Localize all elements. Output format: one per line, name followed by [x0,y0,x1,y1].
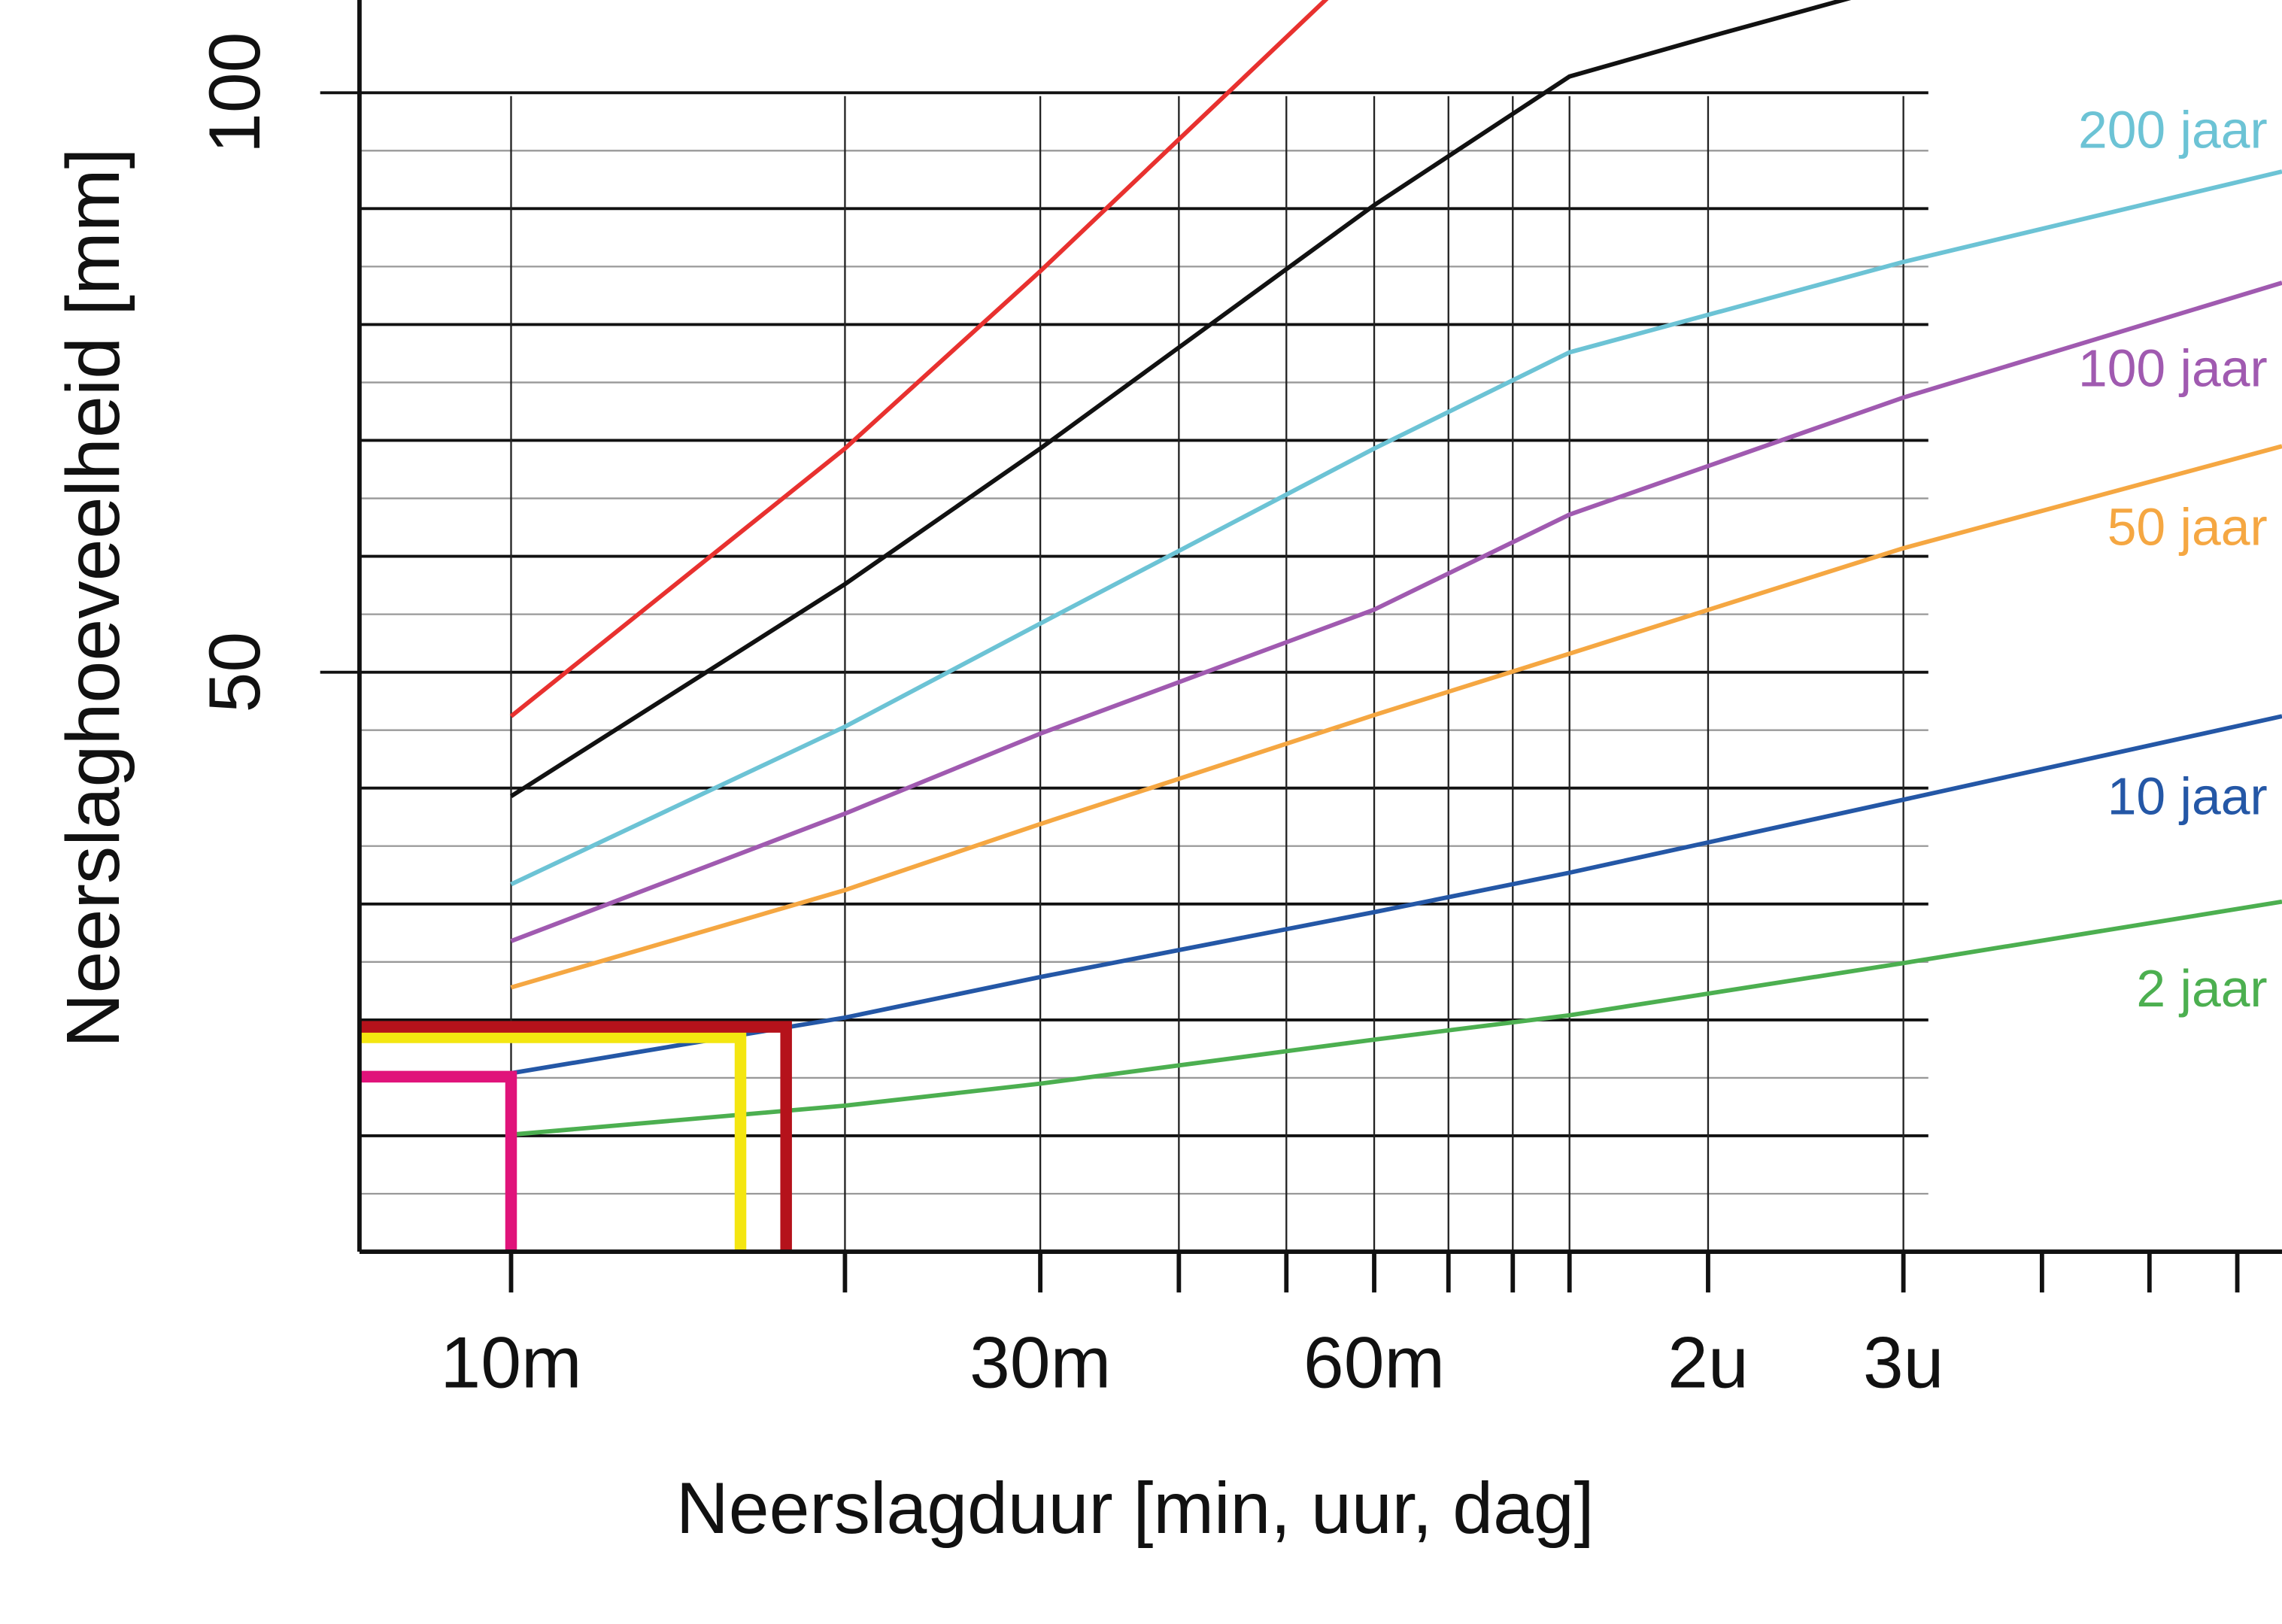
series-label: 200 jaar [2078,100,2268,159]
series-label: 2 jaar [2136,959,2267,1018]
foreground: 50 100 10m 30m 60m 2u 3u 200 jaar 100 jaar 50 jaa… [193,0,2282,1403]
x-tick-label: 60m [1303,1321,1445,1403]
grid [359,91,1928,1252]
threshold-marker [359,1021,792,1252]
x-tick-label: 10m [440,1321,581,1403]
series-line [510,281,2282,943]
y-axis-label: Neerslaghoeveelheid [mm] [51,147,135,1048]
plot-area [509,0,2282,1137]
series-label: 10 jaar [2108,767,2268,826]
series-label: 100 jaar [2078,339,2268,398]
threshold-marker [359,1070,517,1252]
series-line [509,0,1329,718]
series-line [511,714,2282,1076]
y-tick-label: 50 [193,632,275,713]
series-line [509,0,1852,798]
series-line [510,169,2282,887]
series-line [510,444,2282,990]
x-tick-label: 30m [970,1321,1111,1403]
x-tick-label: 3u [1863,1321,1944,1403]
x-tick-label: 2u [1667,1321,1749,1403]
x-axis-label: Neerslagduur [min, uur, dag] [676,1467,1595,1549]
y-tick-label: 100 [193,32,275,153]
series-line [511,899,2282,1137]
series-label: 50 jaar [2108,498,2268,557]
threshold-marker [359,1031,747,1252]
